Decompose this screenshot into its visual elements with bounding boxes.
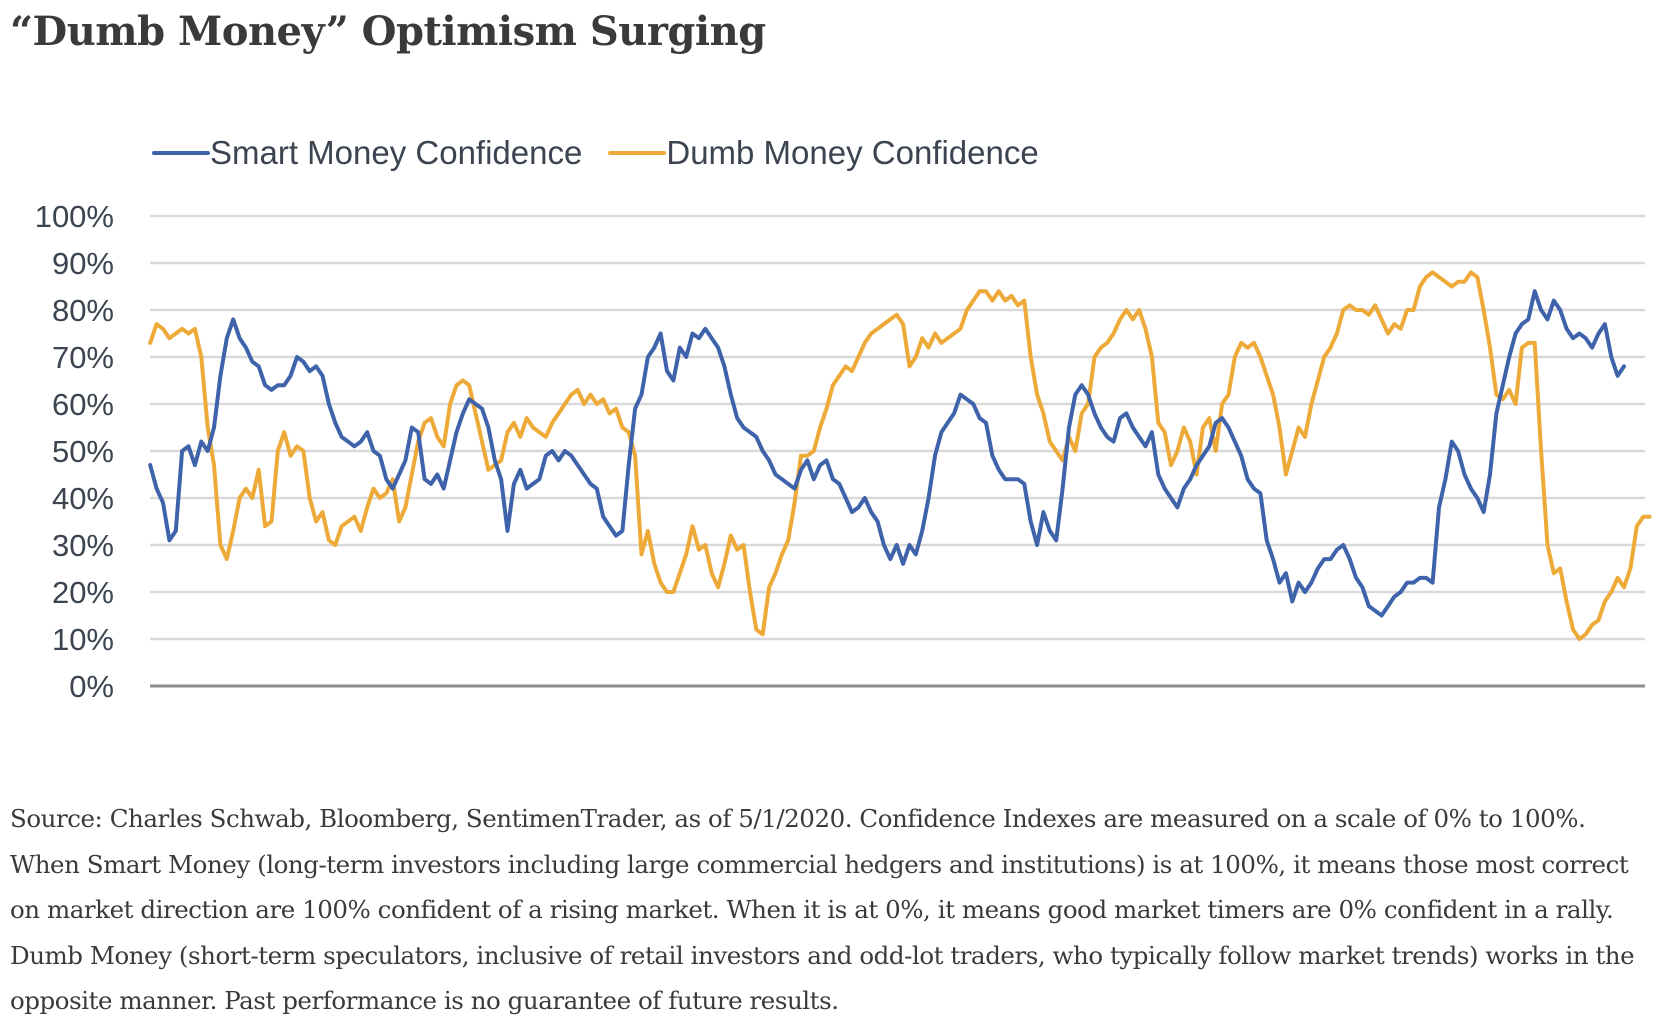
x-tick-label: 2019 xyxy=(747,708,816,710)
legend-item-dumb: Dumb Money Confidence xyxy=(608,134,1039,172)
x-tick-label: 2018 xyxy=(109,708,178,710)
y-tick-label: 50% xyxy=(52,434,114,469)
x-axis-tick-labels: 2018 2019 2020 xyxy=(109,708,1454,710)
y-tick-label: 100% xyxy=(35,199,114,234)
legend-swatch-dumb xyxy=(608,151,667,155)
y-tick-label: 60% xyxy=(52,387,114,422)
gridlines xyxy=(150,214,1645,688)
y-tick-label: 80% xyxy=(52,293,114,328)
x-tick-label: 2020 xyxy=(1385,708,1454,710)
legend-label-dumb: Dumb Money Confidence xyxy=(666,134,1039,171)
legend-swatch-smart xyxy=(152,151,210,155)
y-tick-label: 40% xyxy=(52,481,114,516)
y-tick-label: 10% xyxy=(52,622,114,657)
y-tick-label: 90% xyxy=(52,246,114,281)
legend-item-smart: Smart Money Confidence xyxy=(152,134,582,172)
series-line-smart-money xyxy=(148,289,1626,618)
chart-legend: Smart Money Confidence Dumb Money Confid… xyxy=(152,134,1065,172)
y-tick-label: 30% xyxy=(52,528,114,563)
line-chart: 0%10%20%30%40%50%60%70%80%90%100% 201820… xyxy=(35,199,1652,710)
page-title: “Dumb Money” Optimism Surging xyxy=(10,8,766,55)
series-line-dumb-money xyxy=(148,270,1652,641)
y-tick-label: 0% xyxy=(69,669,114,704)
y-axis-tick-labels: 0% 10% 20% 30% 40% 50% 60% 70% 80% 90% 100% xyxy=(35,199,114,704)
legend-label-smart: Smart Money Confidence xyxy=(210,134,583,171)
y-tick-label: 20% xyxy=(52,575,114,610)
series-lines xyxy=(148,270,1652,641)
chart-caption: Source: Charles Schwab, Bloomberg, Senti… xyxy=(10,804,1635,1015)
y-tick-label: 70% xyxy=(52,340,114,375)
